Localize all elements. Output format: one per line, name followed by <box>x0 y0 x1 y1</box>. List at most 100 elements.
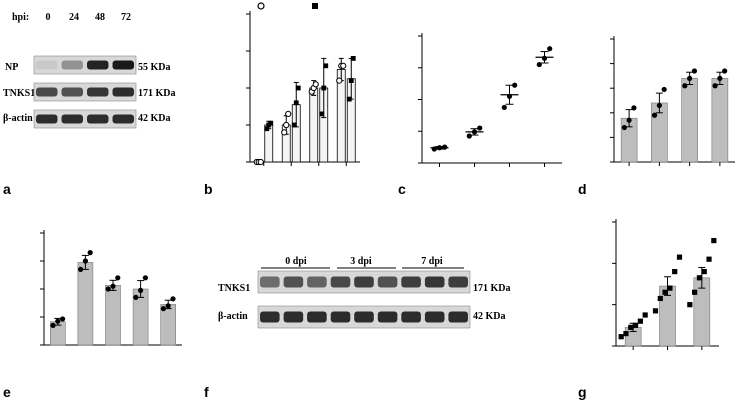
data-point <box>506 93 513 99</box>
data-point-tnks1 <box>346 96 352 102</box>
data-point <box>536 61 542 68</box>
data-point <box>672 269 678 275</box>
data-point <box>142 275 148 281</box>
data-point <box>618 334 624 340</box>
data-point <box>60 316 66 322</box>
data-point <box>115 275 121 281</box>
blot-a-lane-label: 48 <box>95 12 105 23</box>
data-point <box>692 289 698 295</box>
blot-band <box>354 276 374 288</box>
blot-band <box>448 311 468 323</box>
data-point-tnks1 <box>268 120 274 126</box>
blot-a-size-label: 171 KDa <box>138 88 176 99</box>
blot-a-lane-label: 72 <box>121 12 131 23</box>
data-point <box>711 238 717 244</box>
legend-marker-tnks1 <box>312 3 318 9</box>
blot-a-row-label: NP <box>5 62 18 73</box>
data-point <box>687 75 693 81</box>
chart-g <box>612 219 719 350</box>
data-point <box>431 146 437 152</box>
data-point <box>651 112 658 118</box>
blot-band <box>112 87 134 97</box>
blot-band <box>330 311 351 323</box>
data-point <box>501 104 507 111</box>
blot-strip <box>33 55 137 75</box>
blot-f-row-label: TNKS1 <box>218 283 250 294</box>
western-blot-f: 0 dpi 3 dpi 7 dpi TNKS1 β-actin 171 KDa … <box>218 256 511 329</box>
data-point <box>662 289 668 295</box>
data-point <box>87 250 93 256</box>
bar <box>77 262 94 346</box>
chart-e <box>40 230 182 346</box>
data-point-tnks1 <box>293 100 299 106</box>
data-point <box>712 83 718 89</box>
data-point <box>78 266 84 272</box>
data-point-np <box>257 158 264 166</box>
data-point <box>657 295 663 302</box>
data-point <box>632 322 639 328</box>
data-point <box>687 302 693 308</box>
blot-strip <box>33 82 137 102</box>
data-point <box>642 312 648 318</box>
data-point-np <box>312 81 319 88</box>
legend-marker-np <box>257 2 265 10</box>
data-point <box>436 145 443 151</box>
data-point-np <box>283 121 290 129</box>
bar <box>681 78 698 163</box>
data-point-np <box>340 62 347 69</box>
data-point <box>661 86 667 93</box>
data-point <box>696 275 703 281</box>
data-point <box>50 322 56 328</box>
data-point <box>541 55 548 61</box>
data-point <box>133 294 139 300</box>
data-point <box>170 296 176 302</box>
data-point <box>623 331 629 337</box>
data-point <box>466 133 472 139</box>
blot-band <box>87 114 109 124</box>
data-point <box>165 303 171 309</box>
blot-band <box>377 276 398 288</box>
data-point-tnks1 <box>348 78 354 83</box>
data-point <box>138 287 144 293</box>
data-point-np <box>281 129 288 136</box>
data-point <box>667 285 673 291</box>
blot-band <box>283 276 304 288</box>
blot-band <box>401 311 421 323</box>
blot-a-size-label: 42 KDa <box>138 113 171 124</box>
western-blot-a: hpi: 0 24 48 72 NP TNKS1 β-actin 55 KDa … <box>3 12 176 129</box>
blot-f-group-label: 0 dpi <box>285 256 307 267</box>
data-point <box>471 129 478 135</box>
blot-band <box>36 87 58 97</box>
bar <box>105 285 121 346</box>
blot-band <box>424 311 445 323</box>
bar-np <box>309 87 319 163</box>
blot-a-size-label: 55 KDa <box>138 62 171 73</box>
data-point <box>442 144 448 150</box>
data-point-tnks1 <box>323 63 329 69</box>
data-point-tnks1 <box>264 126 270 132</box>
data-point <box>621 124 627 131</box>
data-point <box>628 324 634 330</box>
data-point <box>637 318 643 324</box>
chart-d <box>610 36 735 166</box>
blot-band <box>424 276 445 288</box>
blot-band <box>330 276 351 288</box>
data-point <box>676 254 683 260</box>
blot-f-size-label: 42 KDa <box>473 311 506 322</box>
data-point-tnks1 <box>350 56 356 61</box>
blot-band <box>61 114 83 124</box>
blot-band <box>354 311 374 323</box>
panel-label-b: b <box>204 181 213 197</box>
data-point <box>477 125 483 131</box>
blot-band <box>87 87 109 97</box>
data-point <box>717 75 723 81</box>
blot-band <box>61 87 83 97</box>
blot-f-group-label: 3 dpi <box>350 256 372 267</box>
blot-band <box>260 276 280 288</box>
data-point <box>512 82 518 88</box>
blot-band <box>87 60 109 70</box>
blot-a-lane-label: 0 <box>46 12 51 23</box>
data-point <box>691 68 698 74</box>
blot-band <box>307 276 327 288</box>
